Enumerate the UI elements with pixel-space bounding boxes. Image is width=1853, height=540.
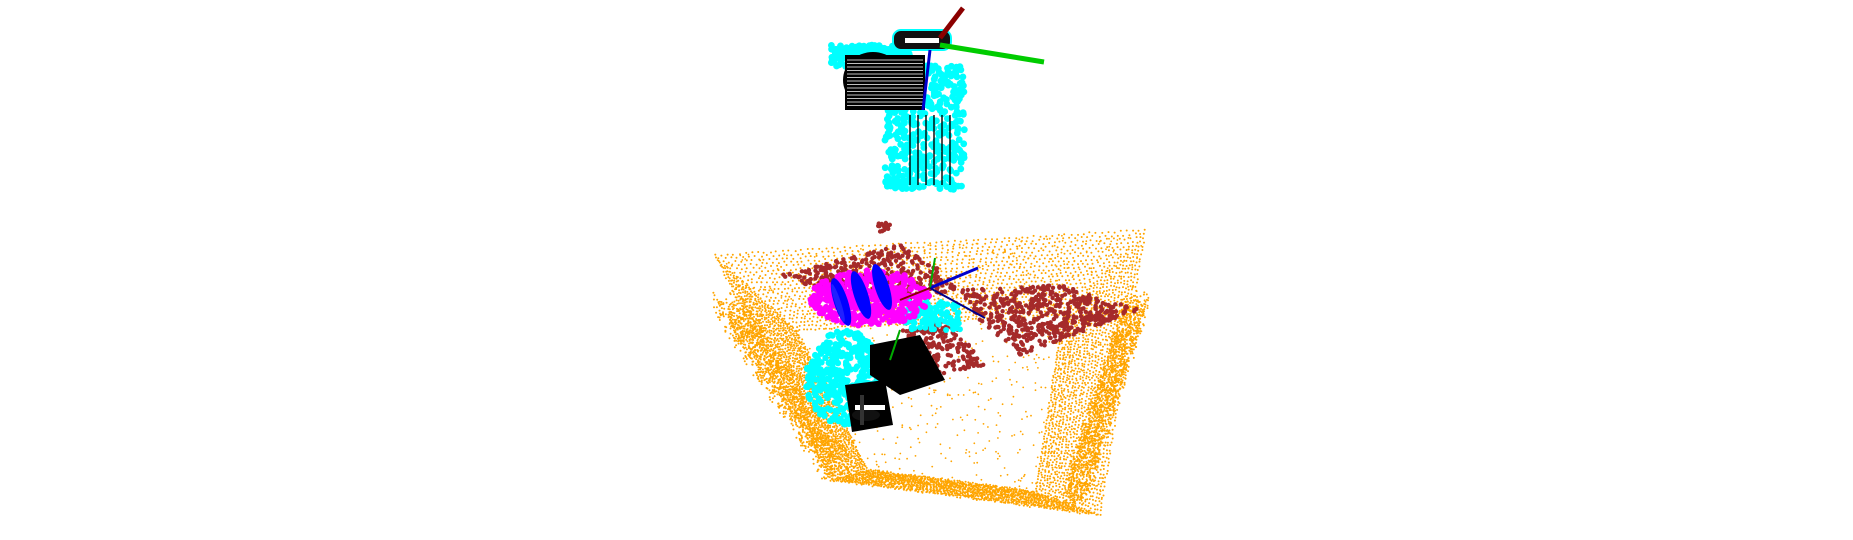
robot-gripper-bottom	[803, 297, 963, 432]
coordinate-frame-bottom	[889, 257, 986, 361]
robot-bottom-mesh	[845, 335, 945, 432]
robot-gripper-top	[828, 29, 968, 193]
robot-top-mesh	[843, 29, 952, 185]
grasp-marker	[872, 264, 892, 310]
support-plane-points	[781, 220, 1139, 376]
grasp-marker	[850, 271, 872, 319]
grasp-marker	[831, 283, 845, 323]
target-object-points	[807, 267, 932, 329]
scene-point-cloud	[712, 228, 1150, 516]
grasp-candidates	[830, 264, 892, 326]
coordinate-frame-top	[921, 6, 1045, 111]
